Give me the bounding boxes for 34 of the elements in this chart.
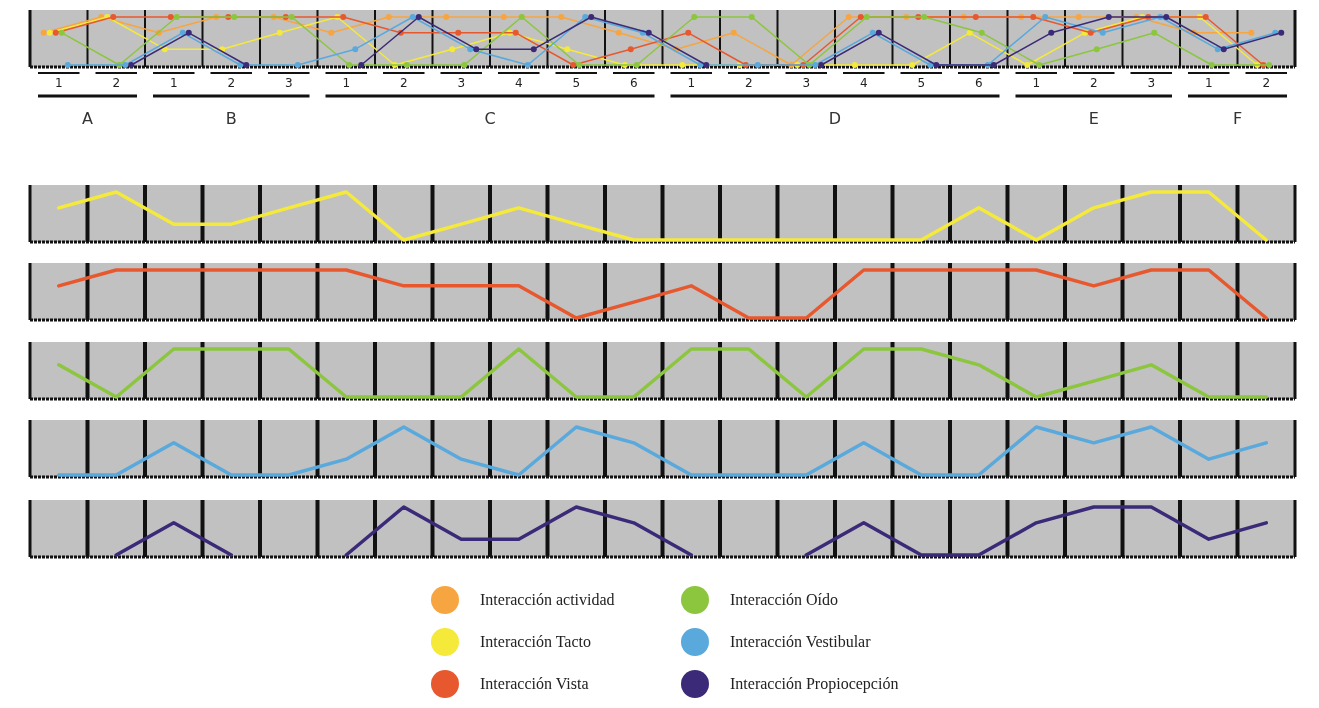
x-tick-label: 2 — [1089, 76, 1098, 90]
x-tick-label: 1 — [687, 76, 696, 90]
legend-label: Interacción Oído — [730, 591, 838, 608]
legend-label: Interacción Vista — [480, 675, 589, 692]
x-tick-label: 3 — [802, 76, 811, 90]
x-tick-label: 3 — [457, 76, 466, 90]
text: A — [82, 109, 94, 128]
text: D — [828, 109, 842, 128]
x-tick-label: 6 — [629, 76, 638, 90]
x-tick-label: 3 — [1147, 76, 1156, 90]
x-tick-label: 2 — [112, 76, 121, 90]
text: F — [1232, 109, 1243, 128]
x-tick-label: 5 — [572, 76, 581, 90]
x-tick-label: 6 — [974, 76, 983, 90]
legend-label: Interacción actividad — [480, 591, 615, 608]
x-tick-label: 1 — [169, 76, 178, 90]
x-tick-label: 1 — [342, 76, 351, 90]
legend-label: Interacción Propiocepción — [730, 675, 899, 693]
legend-label: Interacción Vestibular — [730, 633, 872, 650]
x-tick-label: 2 — [1262, 76, 1271, 90]
x-tick-label: 1 — [1204, 76, 1213, 90]
text: E — [1088, 109, 1099, 128]
x-tick-label: 1 — [54, 76, 63, 90]
legend-label: Interacción Tacto — [480, 633, 591, 650]
x-tick-label: 2 — [227, 76, 236, 90]
text: C — [484, 109, 496, 128]
x-tick-label: 4 — [514, 76, 523, 90]
x-tick-label: 4 — [859, 76, 868, 90]
x-tick-label: 5 — [917, 76, 926, 90]
x-tick-label: 1 — [1032, 76, 1041, 90]
x-tick-label: 2 — [399, 76, 408, 90]
x-tick-label: 2 — [744, 76, 753, 90]
text: B — [225, 109, 237, 128]
x-tick-label: 3 — [284, 76, 293, 90]
